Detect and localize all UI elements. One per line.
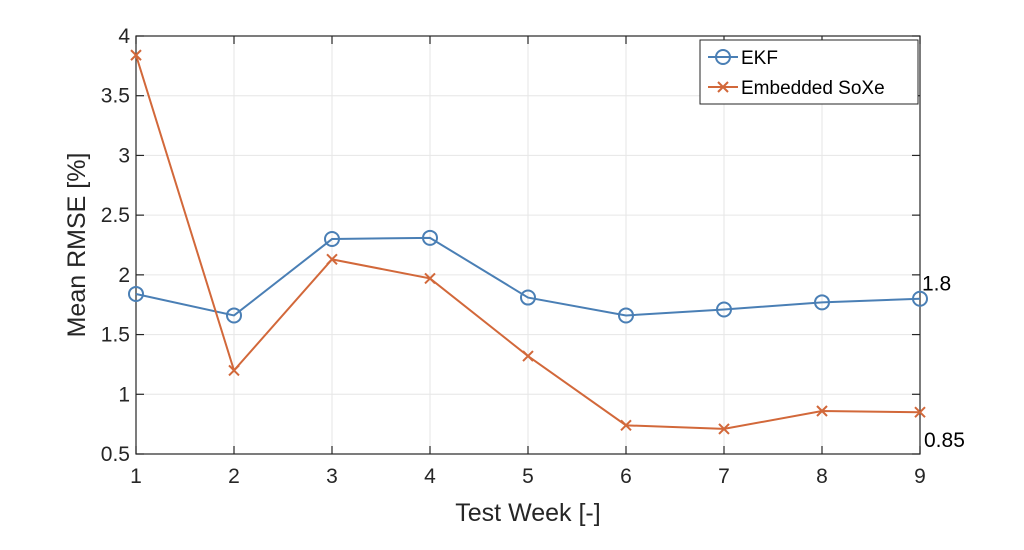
x-tick-label: 5: [522, 465, 534, 488]
series-layer: [128, 49, 928, 435]
data-point-2: [130, 49, 142, 61]
legend: EKF Embedded SoXe: [699, 39, 919, 105]
legend-box: [699, 39, 919, 105]
x-tick-label: 3: [326, 465, 338, 488]
x-tick-label: 8: [816, 465, 828, 488]
data-point-1: [422, 229, 438, 246]
data-point-2: [620, 419, 632, 432]
y-tick-label: 2: [118, 264, 130, 287]
data-point-1: [716, 301, 732, 318]
y-axis-title: Mean RMSE [%]: [63, 153, 91, 338]
y-tick-label: 1: [118, 383, 130, 406]
y-tick-label: 1.5: [101, 324, 130, 347]
data-point-1: [814, 294, 830, 311]
x-tick-label: 1: [130, 465, 142, 488]
data-point-1: [912, 290, 928, 307]
data-point-1: [128, 285, 144, 302]
x-tick-label: 6: [620, 465, 632, 488]
legend-marker: [717, 81, 729, 93]
legend-label: EKF: [741, 48, 778, 69]
annotations: 1.8 0.85: [922, 273, 965, 452]
data-point-1: [324, 231, 340, 248]
value-annotation: 0.85: [924, 429, 965, 452]
y-tick-label: 2.5: [101, 204, 130, 227]
x-tick-label: 2: [228, 465, 240, 488]
data-point-2: [522, 350, 534, 362]
data-point-2: [228, 364, 240, 377]
data-point-1: [226, 307, 242, 324]
axis-ticks: 1 2 3 4 5 6 7 8 90.511.522.533.54: [101, 25, 926, 488]
x-tick-label: 9: [914, 465, 926, 488]
series-line-1: [135, 236, 921, 317]
data-point-2: [326, 253, 338, 266]
legend-label: Embedded SoXe: [741, 78, 885, 99]
x-axis-title: Test Week [-]: [455, 499, 600, 527]
data-point-1: [520, 289, 536, 306]
data-point-1: [618, 307, 634, 324]
y-tick-label: 0.5: [101, 443, 130, 466]
y-tick-label: 3: [118, 144, 130, 167]
data-point-2: [816, 405, 828, 417]
x-tick-label: 7: [718, 465, 730, 488]
y-tick-label: 4: [118, 25, 130, 48]
x-tick-label: 4: [424, 465, 436, 488]
data-point-2: [718, 423, 730, 435]
data-point-2: [914, 406, 926, 418]
legend-marker: [715, 49, 731, 65]
y-tick-label: 3.5: [101, 85, 130, 108]
value-annotation: 1.8: [922, 273, 951, 296]
data-point-2: [424, 272, 436, 285]
